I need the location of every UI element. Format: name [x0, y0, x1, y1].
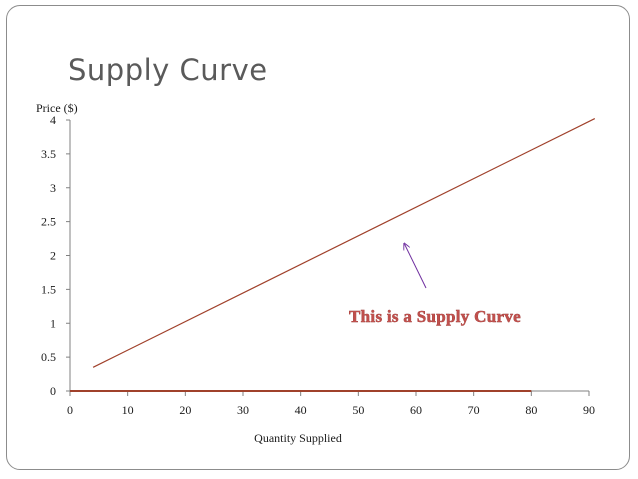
y-tick-label: 1.5: [41, 282, 56, 296]
x-tick-label: 60: [410, 403, 422, 417]
y-tick-label: 3.5: [41, 147, 56, 161]
x-tick-label: 80: [525, 403, 537, 417]
y-axis-label: Price ($): [36, 101, 78, 115]
x-axis: 0 10 20 30 40 50 60 70 80 90: [67, 390, 595, 417]
y-axis: 0 0.5 1 1.5 2 2.5 3 3.5 4: [41, 113, 71, 398]
y-tick-label: 0.5: [41, 350, 56, 364]
x-tick-label: 50: [352, 403, 364, 417]
x-tick-label: 0: [67, 403, 73, 417]
slide-title: Supply Curve: [68, 53, 268, 87]
series-lines: [70, 118, 596, 392]
y-tick-label: 2.5: [41, 215, 56, 229]
x-tick-label: 70: [468, 403, 480, 417]
y-tick-label: 4: [50, 113, 56, 127]
x-tick-label: 30: [237, 403, 249, 417]
x-axis-label: Quantity Supplied: [254, 431, 342, 445]
x-tick-label: 90: [583, 403, 595, 417]
y-tick-label: 3: [50, 181, 56, 195]
x-tick-label: 40: [295, 403, 307, 417]
y-tick-label: 0: [50, 384, 56, 398]
x-tick-label: 10: [122, 403, 134, 417]
annotations: This is a Supply Curve: [349, 244, 521, 326]
slide: [6, 5, 630, 470]
y-tick-label: 2: [50, 249, 56, 263]
x-tick-label: 20: [179, 403, 191, 417]
supply-curve-line: [92, 118, 596, 368]
annotation-label: This is a Supply Curve: [349, 307, 521, 326]
annotation-arrow: [404, 244, 427, 289]
y-tick-label: 1: [50, 316, 56, 330]
